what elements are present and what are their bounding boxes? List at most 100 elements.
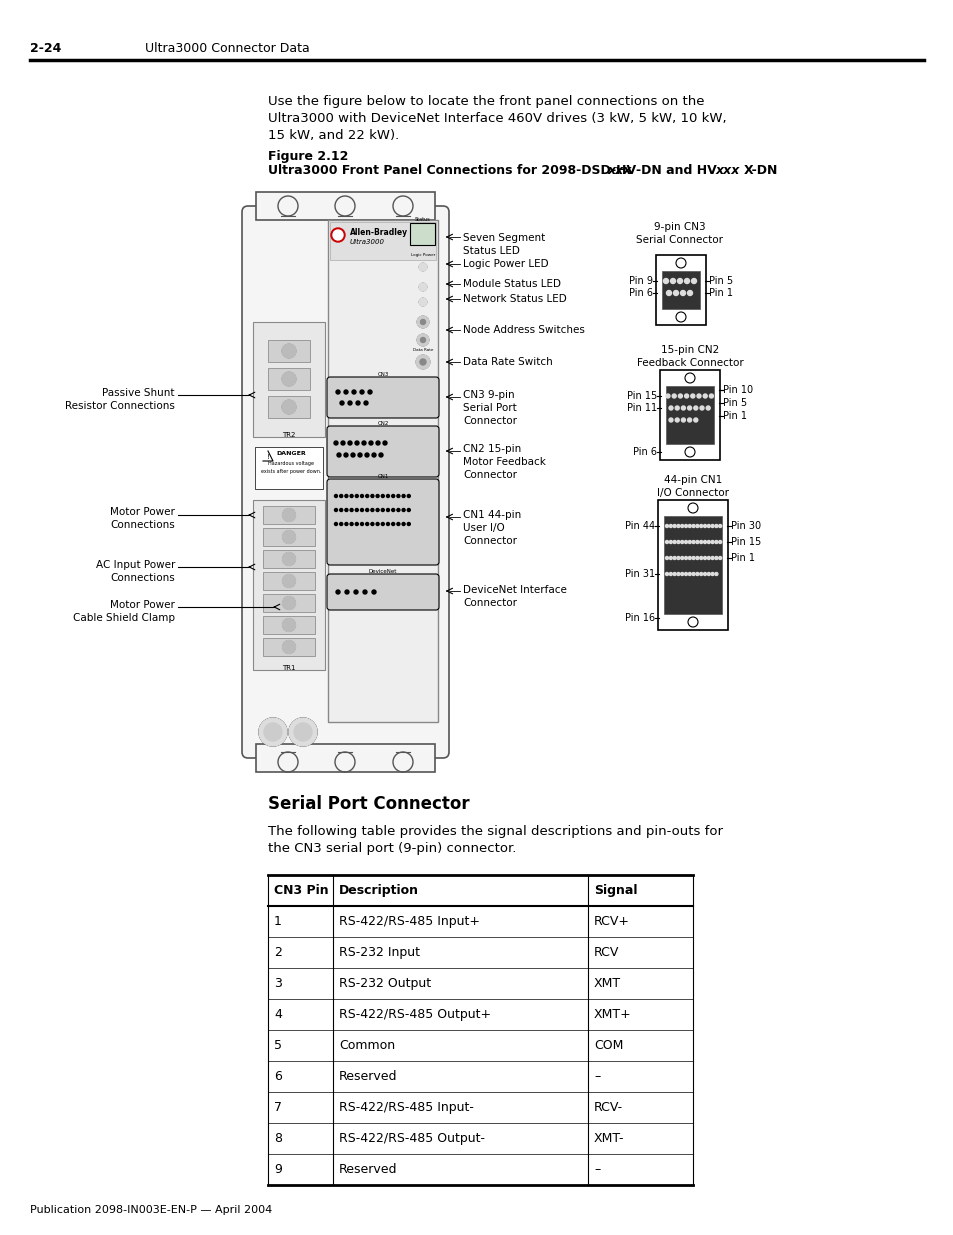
Bar — [263, 550, 314, 568]
Text: Node Address Switches: Node Address Switches — [462, 325, 584, 335]
Circle shape — [372, 453, 375, 457]
Text: XMT: XMT — [594, 977, 620, 990]
Bar — [255, 191, 435, 220]
Circle shape — [687, 290, 692, 295]
Circle shape — [344, 453, 348, 457]
Text: xxx: xxx — [716, 164, 740, 177]
Circle shape — [705, 406, 709, 410]
Circle shape — [336, 453, 340, 457]
Circle shape — [333, 230, 343, 240]
Circle shape — [687, 417, 691, 422]
Text: RS-422/RS-485 Output+: RS-422/RS-485 Output+ — [338, 1008, 491, 1021]
Circle shape — [360, 522, 363, 526]
Circle shape — [699, 557, 702, 559]
Text: Logic Power: Logic Power — [411, 253, 435, 257]
Text: 9-pin CN3: 9-pin CN3 — [654, 222, 705, 232]
Circle shape — [371, 509, 374, 511]
Text: exists after power down.: exists after power down. — [260, 469, 321, 474]
Circle shape — [361, 441, 366, 445]
Circle shape — [359, 390, 364, 394]
Circle shape — [668, 417, 672, 422]
Text: Pin 6: Pin 6 — [628, 288, 652, 298]
Circle shape — [407, 522, 410, 526]
Text: Pin 15: Pin 15 — [626, 391, 657, 401]
Circle shape — [687, 541, 691, 543]
Circle shape — [350, 509, 353, 511]
Text: Serial Port: Serial Port — [462, 403, 517, 412]
Text: 15-pin CN2: 15-pin CN2 — [660, 345, 719, 354]
Text: Pin 44: Pin 44 — [624, 521, 655, 531]
Bar — [263, 572, 314, 590]
Text: Logic Power LED: Logic Power LED — [462, 259, 548, 269]
Circle shape — [680, 525, 683, 527]
Circle shape — [684, 557, 687, 559]
Circle shape — [382, 441, 387, 445]
Bar — [268, 368, 310, 390]
Circle shape — [706, 573, 710, 576]
Circle shape — [665, 525, 668, 527]
Text: Motor Power: Motor Power — [110, 508, 174, 517]
Circle shape — [348, 441, 352, 445]
Circle shape — [401, 494, 405, 498]
Text: 2: 2 — [274, 946, 281, 960]
Circle shape — [702, 557, 706, 559]
Text: Reserved: Reserved — [338, 1163, 397, 1176]
Circle shape — [355, 509, 358, 511]
Circle shape — [695, 541, 699, 543]
Circle shape — [375, 509, 378, 511]
Circle shape — [680, 573, 683, 576]
Circle shape — [684, 525, 687, 527]
Circle shape — [693, 406, 697, 410]
Circle shape — [691, 525, 695, 527]
Circle shape — [691, 557, 695, 559]
Circle shape — [673, 541, 676, 543]
Text: Pin 11: Pin 11 — [626, 403, 657, 412]
Circle shape — [407, 509, 410, 511]
Circle shape — [687, 406, 691, 410]
Circle shape — [672, 394, 676, 398]
Circle shape — [699, 525, 702, 527]
Circle shape — [355, 522, 358, 526]
Text: 2-24: 2-24 — [30, 42, 61, 54]
Text: Connections: Connections — [111, 573, 174, 583]
Text: Cable Shield Clamp: Cable Shield Clamp — [73, 613, 174, 622]
Circle shape — [396, 522, 399, 526]
Text: DeviceNet: DeviceNet — [369, 569, 396, 574]
Bar — [263, 529, 314, 546]
Bar — [659, 370, 720, 459]
Circle shape — [684, 573, 687, 576]
Circle shape — [665, 541, 668, 543]
Circle shape — [420, 320, 425, 325]
Bar — [253, 500, 325, 671]
Bar — [255, 743, 435, 772]
Text: Feedback Connector: Feedback Connector — [636, 358, 742, 368]
Circle shape — [282, 574, 295, 588]
Circle shape — [677, 557, 679, 559]
Circle shape — [680, 541, 683, 543]
Circle shape — [368, 390, 372, 394]
Circle shape — [365, 522, 368, 526]
Text: Motor Power: Motor Power — [110, 600, 174, 610]
Text: –: – — [594, 1163, 599, 1176]
Bar — [263, 506, 314, 524]
Bar — [268, 340, 310, 362]
Circle shape — [350, 522, 353, 526]
Circle shape — [386, 522, 389, 526]
Circle shape — [669, 541, 672, 543]
Circle shape — [718, 525, 720, 527]
Bar — [254, 447, 323, 489]
Circle shape — [684, 394, 688, 398]
Circle shape — [687, 573, 691, 576]
Text: X-DN: X-DN — [743, 164, 778, 177]
Circle shape — [360, 494, 363, 498]
Circle shape — [718, 541, 720, 543]
Circle shape — [282, 400, 295, 414]
Circle shape — [669, 525, 672, 527]
Text: RS-232 Input: RS-232 Input — [338, 946, 419, 960]
Circle shape — [714, 573, 718, 576]
Text: RS-232 Output: RS-232 Output — [338, 977, 431, 990]
Circle shape — [339, 522, 342, 526]
FancyBboxPatch shape — [327, 377, 438, 417]
Text: Ultra3000: Ultra3000 — [350, 240, 385, 245]
Circle shape — [710, 541, 714, 543]
